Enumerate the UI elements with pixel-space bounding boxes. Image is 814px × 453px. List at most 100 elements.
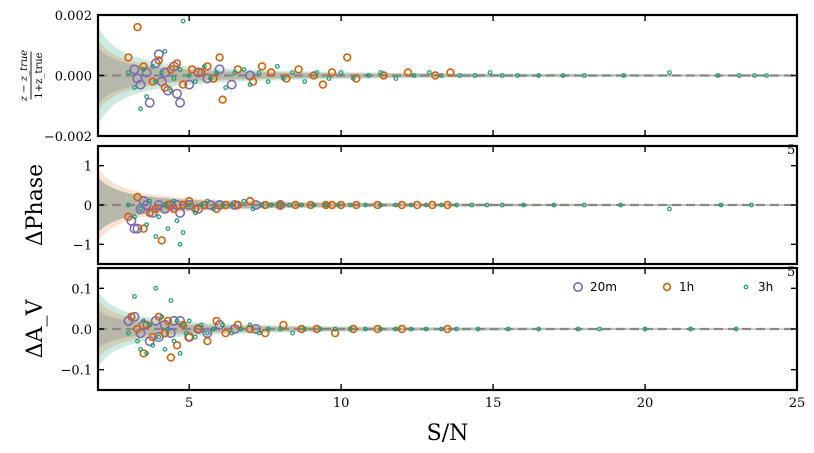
xtick-label-0: 5 <box>185 396 193 411</box>
point-av-3h-47 <box>597 326 602 332</box>
xtick-label-1: 10 <box>333 396 350 411</box>
point-phase-3h-25 <box>287 202 292 208</box>
point-redshift-1h-16 <box>267 68 276 77</box>
panel-phase: 1 0 −1 5 ΔPhase <box>23 143 799 266</box>
point-redshift-3h-11 <box>177 66 183 72</box>
point-phase-3h-13 <box>186 202 192 208</box>
point-redshift-20m-3 <box>144 97 155 108</box>
point-av-3h-14 <box>171 338 177 344</box>
point-phase-20m-10 <box>184 200 195 211</box>
point-redshift-20m-17 <box>132 73 143 84</box>
point-av-3h-37 <box>378 326 384 332</box>
point-phase-3h-6 <box>156 214 162 220</box>
point-redshift-3h-37 <box>439 73 444 78</box>
point-av-3h-48 <box>642 326 648 332</box>
point-redshift-1h-21 <box>327 68 337 77</box>
point-av-3h-4 <box>141 318 147 324</box>
ytick-label-redshift-1: 0.000 <box>55 70 92 85</box>
point-av-3h-24 <box>220 322 226 328</box>
legend-marker-1h <box>662 282 672 292</box>
point-phase-3h-0 <box>125 202 131 208</box>
point-redshift-3h-46 <box>621 73 627 78</box>
point-redshift-3h-12 <box>180 18 186 24</box>
point-redshift-1h-19 <box>309 71 318 80</box>
point-redshift-20m-9 <box>172 88 183 99</box>
panels: 0.002 0.000 −0.002 z − z_true 1+z_true 1 0 −1 5 Δ… <box>19 9 799 392</box>
point-redshift-3h-32 <box>366 73 371 78</box>
point-redshift-3h-34 <box>393 76 399 81</box>
point-redshift-3h-7 <box>159 70 165 75</box>
point-av-3h-42 <box>454 326 460 332</box>
point-av-3h-38 <box>393 326 399 332</box>
legend-marker-3h <box>743 284 749 290</box>
point-phase-20m-11 <box>193 203 204 214</box>
point-phase-1h-11 <box>200 200 209 210</box>
ytick-label-phase-2: −1 <box>73 238 92 253</box>
point-av-1h-22 <box>349 324 358 334</box>
panel-redshift: 0.002 0.000 −0.002 z − z_true 1+z_true <box>19 9 799 145</box>
point-av-3h-8 <box>153 285 159 291</box>
ylabel-av: ΔA_V <box>23 299 48 359</box>
point-phase-3h-8 <box>165 226 171 232</box>
point-phase-3h-44 <box>618 202 624 208</box>
point-phase-3h-26 <box>299 202 305 208</box>
point-phase-3h-7 <box>162 202 168 208</box>
point-redshift-3h-40 <box>487 70 493 75</box>
point-phase-3h-43 <box>581 202 587 208</box>
point-phase-3h-27 <box>311 202 317 208</box>
point-redshift-3h-10 <box>171 76 177 81</box>
point-phase-1h-18 <box>291 200 300 210</box>
point-av-1h-3 <box>142 320 151 330</box>
point-redshift-3h-39 <box>472 73 478 78</box>
point-av-3h-44 <box>505 326 511 332</box>
point-phase-3h-30 <box>347 202 353 208</box>
point-phase-1h-5 <box>157 236 167 245</box>
point-redshift-20m-15 <box>226 79 237 90</box>
point-av-3h-23 <box>211 326 216 332</box>
point-redshift-3h-36 <box>426 70 432 75</box>
point-phase-1h-6 <box>163 200 173 210</box>
point-redshift-20m-13 <box>202 73 213 84</box>
corner-label-av: 5 <box>787 265 795 280</box>
point-phase-3h-5 <box>153 234 159 239</box>
band-gray-av <box>98 310 797 348</box>
point-redshift-3h-49 <box>736 73 742 78</box>
point-redshift-20m-1 <box>135 79 146 90</box>
point-phase-3h-21 <box>250 206 256 212</box>
point-phase-3h-36 <box>439 202 444 208</box>
point-av-3h-6 <box>147 322 153 328</box>
point-redshift-1h-9 <box>188 65 197 74</box>
point-phase-3h-23 <box>268 202 274 208</box>
point-av-3h-41 <box>439 326 444 332</box>
point-redshift-3h-17 <box>214 70 219 75</box>
point-av-1h-17 <box>261 328 270 338</box>
point-phase-3h-46 <box>718 202 724 208</box>
point-redshift-3h-42 <box>515 73 520 78</box>
point-phase-1h-23 <box>373 200 382 210</box>
point-redshift-3h-24 <box>274 63 280 69</box>
point-redshift-1h-27 <box>446 68 455 77</box>
point-redshift-1h-7 <box>172 59 182 68</box>
point-phase-3h-12 <box>180 230 186 235</box>
point-av-1h-5 <box>154 312 164 321</box>
point-phase-1h-17 <box>276 200 285 210</box>
ylabel-phase: ΔPhase <box>23 164 48 246</box>
plot-area-av <box>98 285 797 367</box>
point-phase-3h-34 <box>408 202 414 208</box>
point-phase-1h-12 <box>212 204 221 214</box>
point-phase-3h-14 <box>192 210 198 216</box>
point-redshift-3h-0 <box>125 70 131 75</box>
point-redshift-1h-3 <box>148 77 157 86</box>
point-phase-3h-39 <box>484 202 490 208</box>
point-phase-3h-42 <box>551 202 557 208</box>
point-av-1h-23 <box>373 324 382 334</box>
point-av-3h-29 <box>265 326 271 332</box>
point-redshift-1h-5 <box>160 83 170 92</box>
point-redshift-1h-11 <box>209 74 218 83</box>
point-redshift-3h-44 <box>560 73 566 78</box>
point-phase-1h-22 <box>352 200 361 210</box>
point-av-20m-16 <box>251 323 262 334</box>
point-redshift-3h-51 <box>764 73 769 78</box>
legend-label-3h: 3h <box>758 280 773 294</box>
